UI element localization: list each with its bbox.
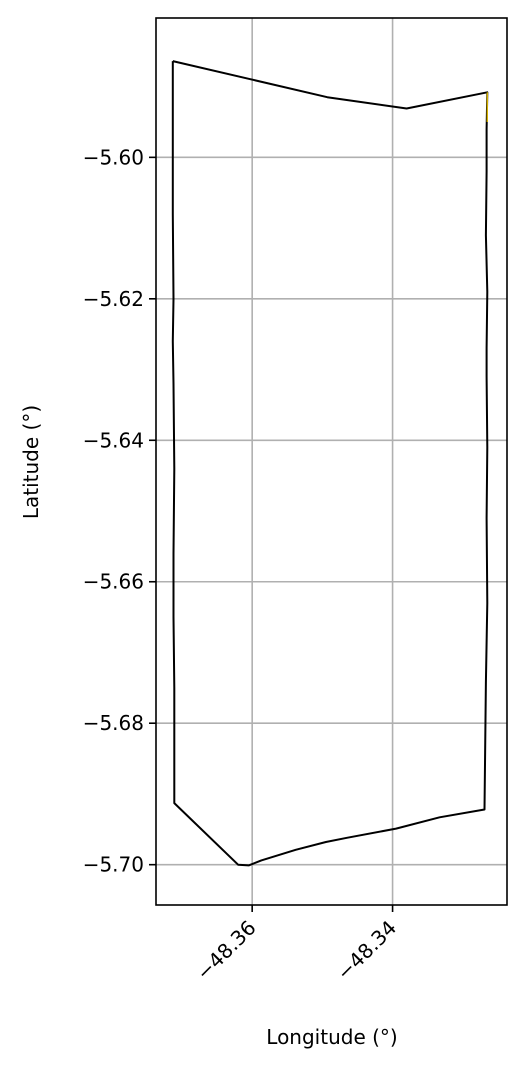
x-axis-label: Longitude (°) (266, 1025, 397, 1049)
y-tick-label: −5.66 (83, 570, 144, 594)
y-tick-label: −5.64 (83, 428, 144, 452)
y-axis-label: Latitude (°) (19, 405, 43, 519)
y-tick-label: −5.60 (83, 145, 144, 169)
grid (156, 18, 507, 905)
y-tick-label: −5.68 (83, 711, 144, 735)
series-line (171, 60, 489, 867)
axes-frame (155, 17, 508, 906)
y-axis-ticks: −5.60 −5.62 −5.64 −5.66 −5.68 −5.70 (83, 145, 156, 877)
y-tick-label: −5.70 (83, 853, 144, 877)
y-tick-label: −5.62 (83, 287, 144, 311)
data-lines (171, 60, 489, 867)
